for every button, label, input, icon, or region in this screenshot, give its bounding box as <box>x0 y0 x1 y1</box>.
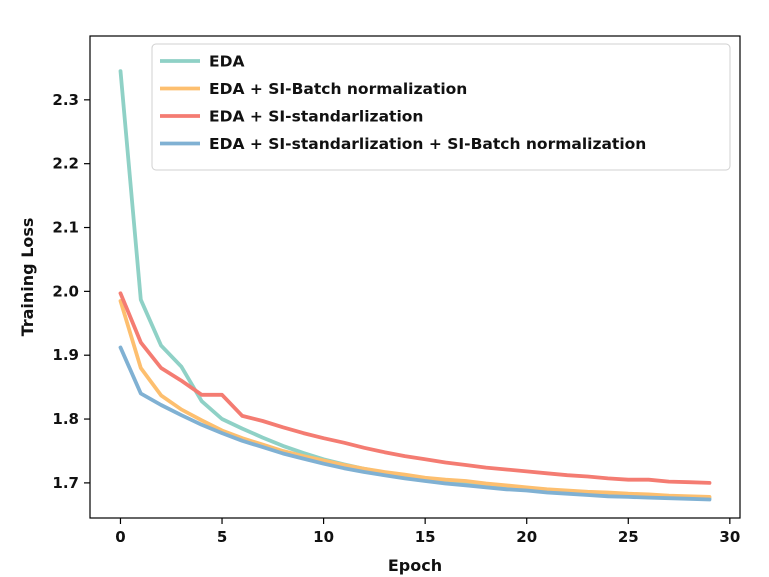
y-axis-label: Training Loss <box>18 218 37 337</box>
series-line-3 <box>118 291 712 485</box>
x-tick-label: 15 <box>415 528 436 546</box>
x-tick-label: 25 <box>618 528 639 546</box>
legend-label-3: EDA + SI-standarlization <box>209 108 423 126</box>
y-tick-label: 2.3 <box>52 91 79 109</box>
x-tick-label: 20 <box>516 528 537 546</box>
y-tick-label: 1.9 <box>52 346 79 364</box>
x-tick-label: 0 <box>115 528 125 546</box>
y-tick-label: 1.8 <box>52 410 79 428</box>
plot-lines <box>118 69 712 502</box>
series-line-4 <box>118 345 712 502</box>
x-tick-label: 30 <box>719 528 740 546</box>
y-tick-label: 2.0 <box>52 282 79 300</box>
y-tick-label: 2.2 <box>52 155 79 173</box>
legend-label-2: EDA + SI-Batch normalization <box>209 80 467 98</box>
legend: EDA EDA + SI-Batch normalization EDA + SI-… <box>151 43 731 171</box>
plot-frame <box>89 35 741 519</box>
x-axis-label: Epoch <box>388 556 442 575</box>
series-line-2 <box>118 298 712 499</box>
x-tick-label: 5 <box>217 528 227 546</box>
y-tick-label: 2.1 <box>52 219 79 237</box>
x-axis: 0 5 10 15 20 25 30 <box>115 518 740 546</box>
y-axis: 1.7 1.8 1.9 2.0 2.1 2.2 2.3 <box>52 91 90 492</box>
x-tick-label: 10 <box>313 528 334 546</box>
legend-label-1: EDA <box>209 53 244 71</box>
legend-box <box>151 43 731 171</box>
y-tick-label: 1.7 <box>52 474 79 492</box>
legend-label-4: EDA + SI-standarlization + SI-Batch norm… <box>209 135 646 153</box>
